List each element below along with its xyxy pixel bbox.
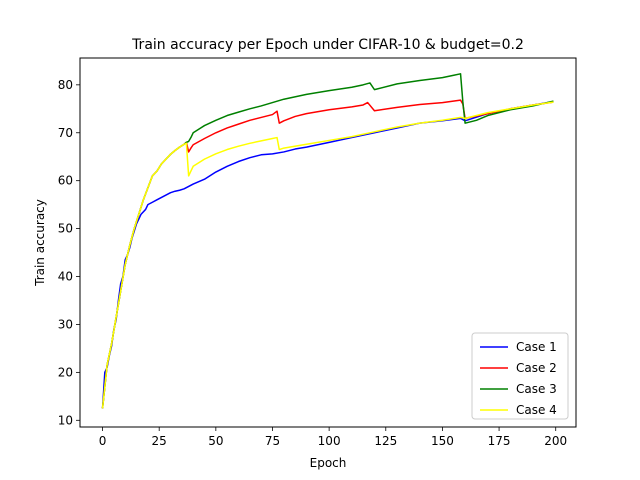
- y-tick-label: 80: [58, 78, 73, 92]
- y-tick-label: 70: [58, 126, 73, 140]
- y-tick-label: 20: [58, 365, 73, 379]
- series-line-case-4: [101, 101, 554, 409]
- x-tick-label: 125: [374, 434, 397, 448]
- x-tick-label: 200: [544, 434, 567, 448]
- x-tick-label: 100: [318, 434, 341, 448]
- y-tick-label: 60: [58, 174, 73, 188]
- y-tick-label: 10: [58, 413, 73, 427]
- x-tick-label: 50: [208, 434, 223, 448]
- legend-label-case-2: Case 2: [516, 361, 557, 375]
- x-axis: 0 25 50 75 100 125 150 175 200: [99, 427, 567, 448]
- legend-label-case-3: Case 3: [516, 382, 557, 396]
- legend-label-case-4: Case 4: [516, 403, 557, 417]
- y-axis: 10 20 30 40 50 60 70 80: [58, 78, 80, 427]
- x-tick-label: 0: [99, 434, 107, 448]
- x-tick-label: 75: [265, 434, 280, 448]
- legend-box: [471, 332, 569, 420]
- x-axis-title: Epoch: [310, 456, 347, 470]
- y-axis-title: Train accuracy: [33, 199, 47, 287]
- y-tick-label: 40: [58, 270, 73, 284]
- x-tick-label: 175: [488, 434, 511, 448]
- series-layer: [101, 73, 554, 409]
- chart-title: Train accuracy per Epoch under CIFAR-10 …: [131, 37, 524, 53]
- plot-area-frame: [79, 57, 577, 428]
- legend: Case 1 Case 2 Case 3 Case 4: [471, 332, 569, 420]
- x-tick-label: 25: [152, 434, 167, 448]
- legend-label-case-1: Case 1: [516, 340, 557, 354]
- x-tick-label: 150: [431, 434, 454, 448]
- y-tick-label: 50: [58, 222, 73, 236]
- y-tick-label: 30: [58, 317, 73, 331]
